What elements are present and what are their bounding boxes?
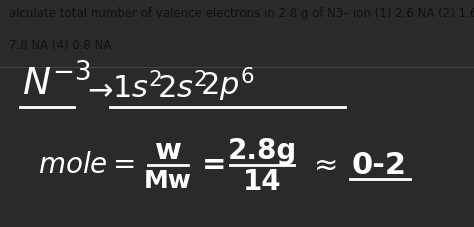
Text: 0-2: 0-2 [352,151,407,180]
Text: 7.8 NA (4) 0.8 NA: 7.8 NA (4) 0.8 NA [9,39,111,52]
Text: $2p^{6}$: $2p^{6}$ [200,66,255,104]
Text: 14: 14 [243,168,281,196]
Text: $mole=$: $mole=$ [38,151,135,179]
Text: $\rightarrow$: $\rightarrow$ [82,75,114,104]
Text: 2.8g: 2.8g [228,137,297,165]
Text: $2s^{2}$: $2s^{2}$ [157,72,207,104]
Text: =: = [202,151,227,179]
Text: alculate total number of valence electrons in 2.8 g of N3– ion (1) 2.6 NA (2) 1.: alculate total number of valence electro… [9,7,474,20]
Text: Mw: Mw [144,169,192,193]
Text: $\approx$: $\approx$ [308,151,337,179]
Text: $1s^{2}$: $1s^{2}$ [112,72,162,104]
Text: w: w [155,137,182,165]
Text: $N^{-3}$: $N^{-3}$ [22,65,91,104]
